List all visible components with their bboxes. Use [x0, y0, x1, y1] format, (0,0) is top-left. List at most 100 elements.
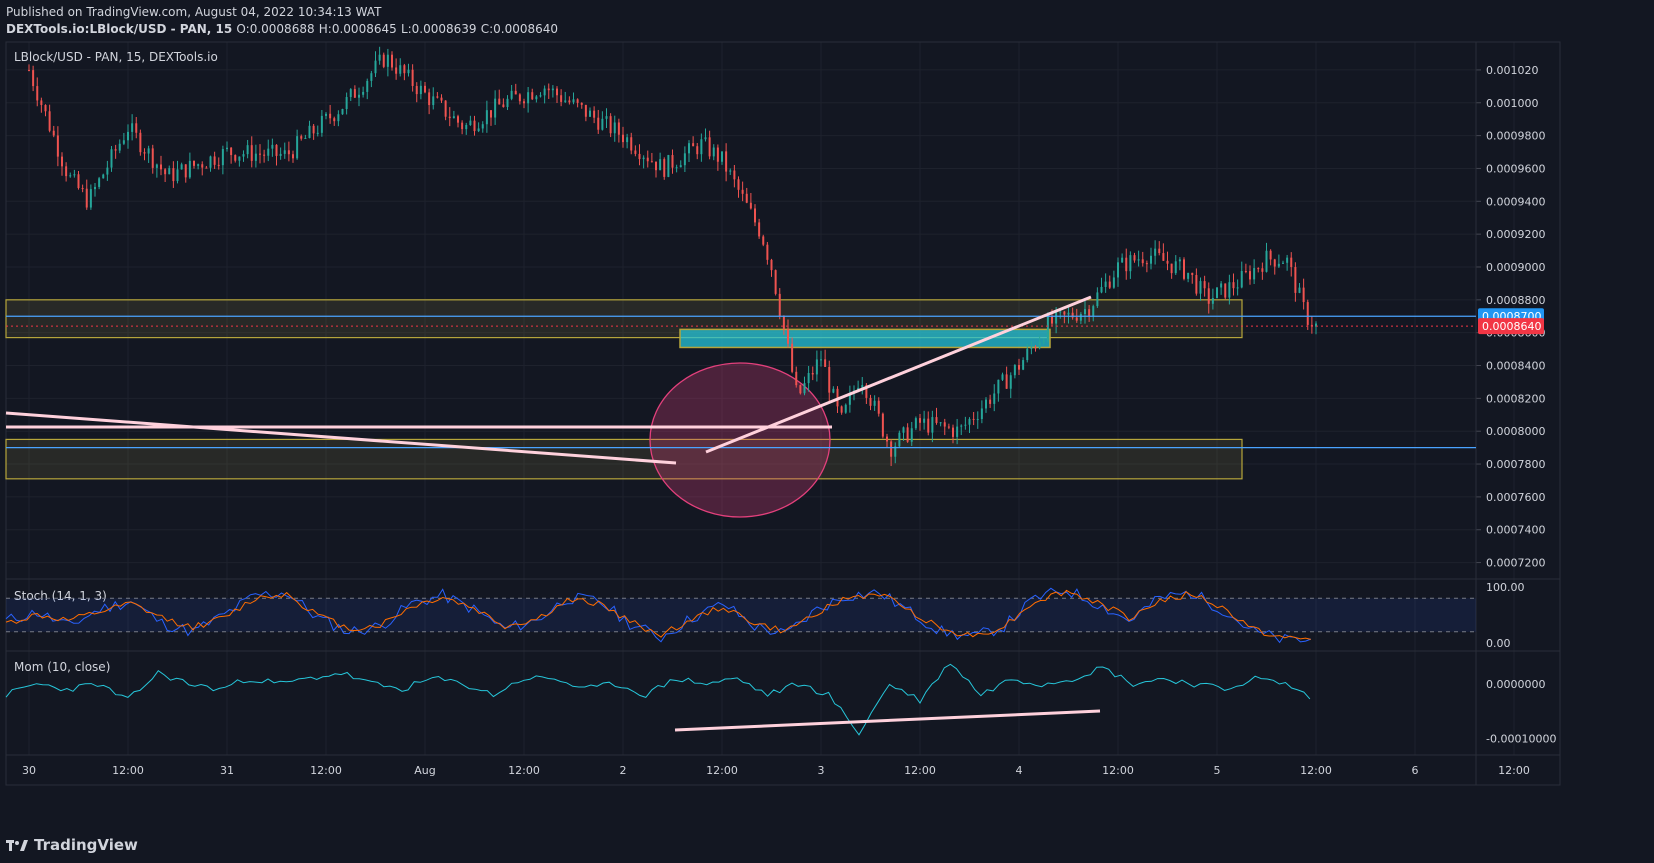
- candle-body: [176, 169, 179, 182]
- candle-body: [345, 97, 348, 110]
- candle-body: [820, 359, 822, 361]
- y-tick-label: 0.001020: [1486, 64, 1539, 77]
- candle-body: [370, 73, 373, 81]
- candle-body: [428, 92, 431, 106]
- candle-body: [374, 60, 377, 74]
- candle-body: [498, 98, 501, 105]
- candle-body: [1001, 374, 1004, 380]
- candle-body: [646, 157, 649, 162]
- candle-body: [89, 189, 92, 208]
- candle-body: [1018, 365, 1020, 370]
- candle-body: [1137, 259, 1140, 261]
- candle-body: [605, 116, 608, 119]
- candle-body: [242, 154, 245, 157]
- candle-body: [1174, 261, 1177, 274]
- candle-body: [118, 143, 121, 151]
- candle-body: [919, 418, 921, 423]
- candle-body: [622, 134, 624, 143]
- candle-body: [275, 144, 278, 156]
- mom-legend: Mom (10, close): [14, 660, 110, 674]
- candle-body: [510, 90, 513, 99]
- candle-body: [729, 170, 732, 172]
- candle-body: [700, 139, 703, 155]
- candle-body: [341, 109, 344, 115]
- candle-body: [213, 156, 216, 165]
- candle-body: [407, 69, 410, 74]
- candle-body: [1253, 268, 1256, 280]
- candle-body: [1199, 281, 1202, 294]
- candle-body: [1079, 314, 1082, 321]
- candle-body: [230, 147, 233, 156]
- candle-body: [419, 85, 422, 95]
- candle-body: [320, 115, 323, 133]
- candle-body: [424, 85, 426, 93]
- candle-body: [832, 388, 835, 393]
- candle-body: [626, 137, 629, 143]
- candle-body: [77, 174, 80, 189]
- candle-body: [675, 167, 678, 169]
- candle-body: [956, 426, 959, 437]
- candle-body: [143, 152, 146, 154]
- candle-body: [564, 100, 567, 102]
- candle-body: [692, 143, 695, 147]
- candle-body: [725, 151, 728, 172]
- candle-body: [197, 164, 200, 166]
- candle-body: [1306, 302, 1309, 325]
- candle-body: [766, 244, 769, 260]
- candle-body: [1063, 311, 1066, 315]
- candle-body: [993, 393, 996, 404]
- candle-body: [1154, 248, 1157, 256]
- candle-body: [292, 154, 294, 159]
- candle-body: [131, 123, 134, 132]
- candle-body: [432, 96, 435, 106]
- mom-y-tick: -0.00010000: [1486, 733, 1556, 746]
- candle-body: [1298, 287, 1301, 293]
- candle-body: [848, 393, 851, 405]
- candle-body: [634, 150, 637, 154]
- candle-body: [1282, 262, 1284, 264]
- candle-body: [1170, 263, 1173, 274]
- candle-body: [1121, 257, 1124, 263]
- candle-body: [865, 385, 868, 398]
- candle-body: [1055, 311, 1058, 324]
- candle-body: [894, 446, 897, 457]
- candle-body: [151, 148, 154, 168]
- candle-body: [939, 422, 942, 424]
- candle-body: [135, 123, 138, 133]
- candle-body: [535, 96, 538, 100]
- x-tick-label: 12:00: [310, 764, 342, 777]
- y-tick-label: 0.0007400: [1486, 524, 1546, 537]
- candle-body: [795, 371, 798, 386]
- candle-body: [721, 151, 723, 162]
- candle-body: [630, 137, 633, 151]
- momentum-trend-line: [674, 709, 1101, 732]
- candle-body: [733, 170, 736, 180]
- candle-body: [1244, 271, 1247, 273]
- candle-body: [349, 89, 352, 98]
- candle-body: [844, 404, 847, 413]
- candle-body: [205, 167, 208, 169]
- candle-body: [791, 343, 794, 372]
- candle-body: [824, 359, 827, 367]
- candle-body: [1096, 292, 1099, 307]
- x-tick-label: 31: [220, 764, 234, 777]
- candle-body: [1273, 259, 1276, 267]
- candle-body: [576, 99, 579, 103]
- candle-body: [1191, 272, 1194, 276]
- candle-body: [494, 98, 497, 118]
- candle-body: [881, 413, 884, 437]
- candle-body: [539, 95, 542, 97]
- x-tick-label: 12:00: [904, 764, 936, 777]
- ohlc-high: H:0.0008645: [318, 22, 397, 36]
- candle-body: [873, 400, 876, 406]
- candle-body: [411, 69, 414, 86]
- candle-body: [473, 120, 476, 132]
- candle-body: [81, 188, 84, 190]
- candle-body: [1034, 347, 1037, 349]
- candle-body: [584, 104, 587, 117]
- price-label-text: 0.0008640: [1482, 320, 1542, 333]
- candle-body: [1088, 309, 1091, 317]
- candle-body: [201, 164, 204, 168]
- candle-body: [774, 270, 777, 294]
